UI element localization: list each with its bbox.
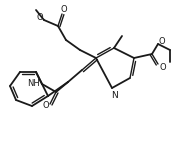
Text: O: O [160, 62, 166, 71]
Text: O: O [61, 4, 67, 13]
Text: N: N [112, 91, 118, 100]
Text: O: O [43, 102, 49, 111]
Text: O: O [37, 13, 43, 22]
Text: NH: NH [27, 79, 39, 89]
Text: O: O [159, 37, 165, 46]
